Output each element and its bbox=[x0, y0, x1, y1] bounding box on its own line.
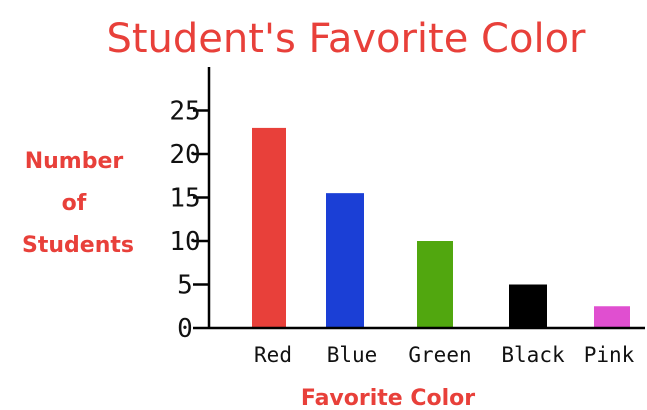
y-tick-label: 0 bbox=[177, 314, 193, 344]
y-tick-label: 5 bbox=[177, 271, 193, 301]
chart-title: Student's Favorite Color bbox=[106, 16, 586, 62]
x-axis-label: Favorite Color bbox=[301, 386, 475, 410]
y-axis-label-line-2: of bbox=[62, 191, 87, 216]
bars bbox=[252, 127, 630, 329]
x-category-label-pink: Pink bbox=[584, 343, 635, 367]
bar-green bbox=[417, 241, 453, 328]
y-axis-ticks: 0 5 10 15 20 25 bbox=[169, 97, 209, 344]
y-tick-label: 20 bbox=[169, 140, 200, 170]
bar-blue bbox=[326, 193, 364, 328]
y-tick-label: 15 bbox=[169, 184, 200, 214]
y-axis-label-line-1: Number bbox=[25, 149, 124, 174]
bar-pink bbox=[594, 306, 630, 328]
x-category-label-red: Red bbox=[254, 343, 292, 367]
y-axis-label-line-3: Students bbox=[22, 233, 134, 258]
y-tick-label: 25 bbox=[169, 97, 200, 127]
x-category-label-green: Green bbox=[408, 343, 471, 367]
x-category-label-blue: Blue bbox=[327, 343, 378, 367]
bar-red bbox=[252, 127, 286, 329]
y-tick-label: 10 bbox=[169, 227, 200, 257]
x-axis-categories: Red Blue Green Black Pink bbox=[254, 343, 635, 367]
y-axis-label: Number of Students bbox=[22, 149, 134, 258]
x-category-label-black: Black bbox=[501, 343, 565, 367]
bar-black bbox=[509, 284, 547, 328]
